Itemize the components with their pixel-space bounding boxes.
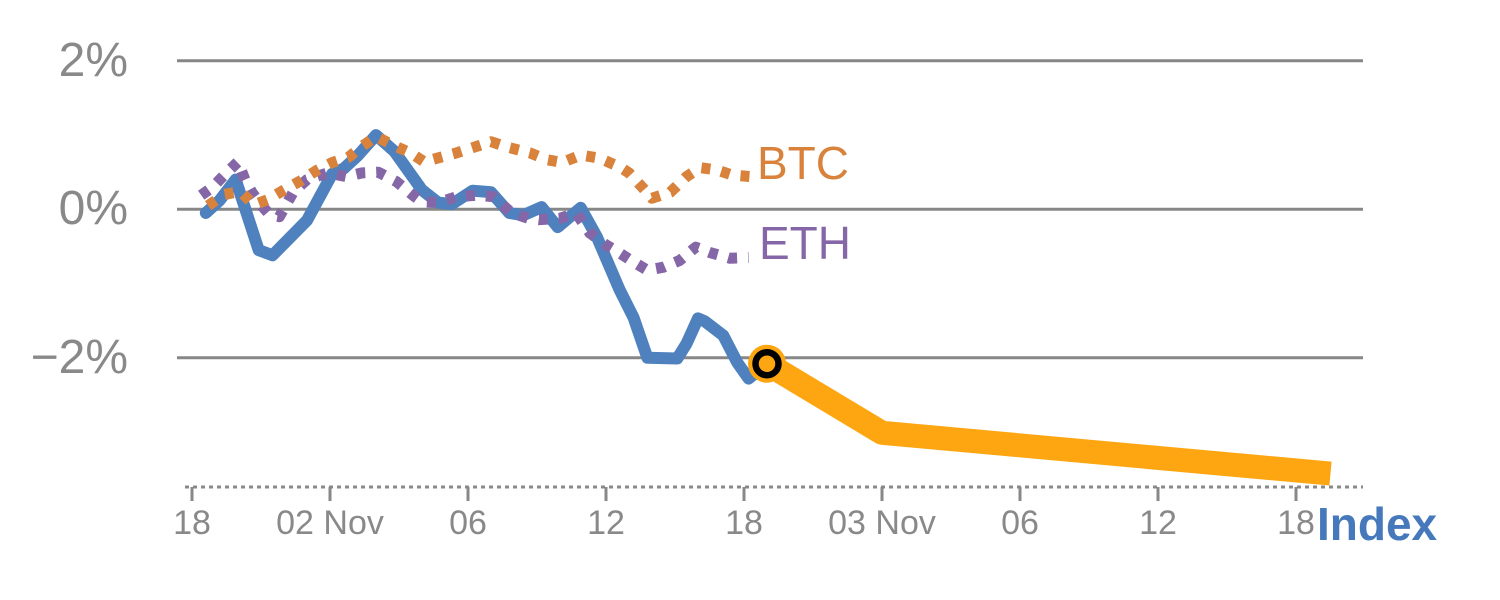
y-tick-label: 2% — [58, 33, 128, 87]
x-tick-label: 18 — [725, 504, 763, 542]
x-tick-label: 12 — [587, 504, 625, 542]
x-tick-label: 12 — [1139, 504, 1177, 542]
x-tick-label: 06 — [1001, 504, 1039, 542]
x-tick-label: 06 — [449, 504, 487, 542]
series-line-eth — [198, 156, 749, 276]
y-tick-label: −2% — [30, 330, 128, 384]
x-tick-label: 18 — [173, 504, 211, 542]
btc-series-label: BTC — [757, 137, 849, 189]
series-line-index-forecast — [760, 353, 1332, 486]
eth-series-label: ETH — [759, 217, 851, 269]
x-tick-label: 03 Nov — [828, 504, 936, 542]
index-series-label: Index — [1317, 498, 1438, 550]
x-tick-label: 18 — [1277, 504, 1315, 542]
highlight-marker-ring — [752, 348, 782, 379]
series-line-index — [199, 129, 773, 385]
y-tick-label: 0% — [58, 182, 128, 236]
series-line-btc — [204, 131, 752, 211]
x-tick-label: 02 Nov — [276, 504, 384, 542]
